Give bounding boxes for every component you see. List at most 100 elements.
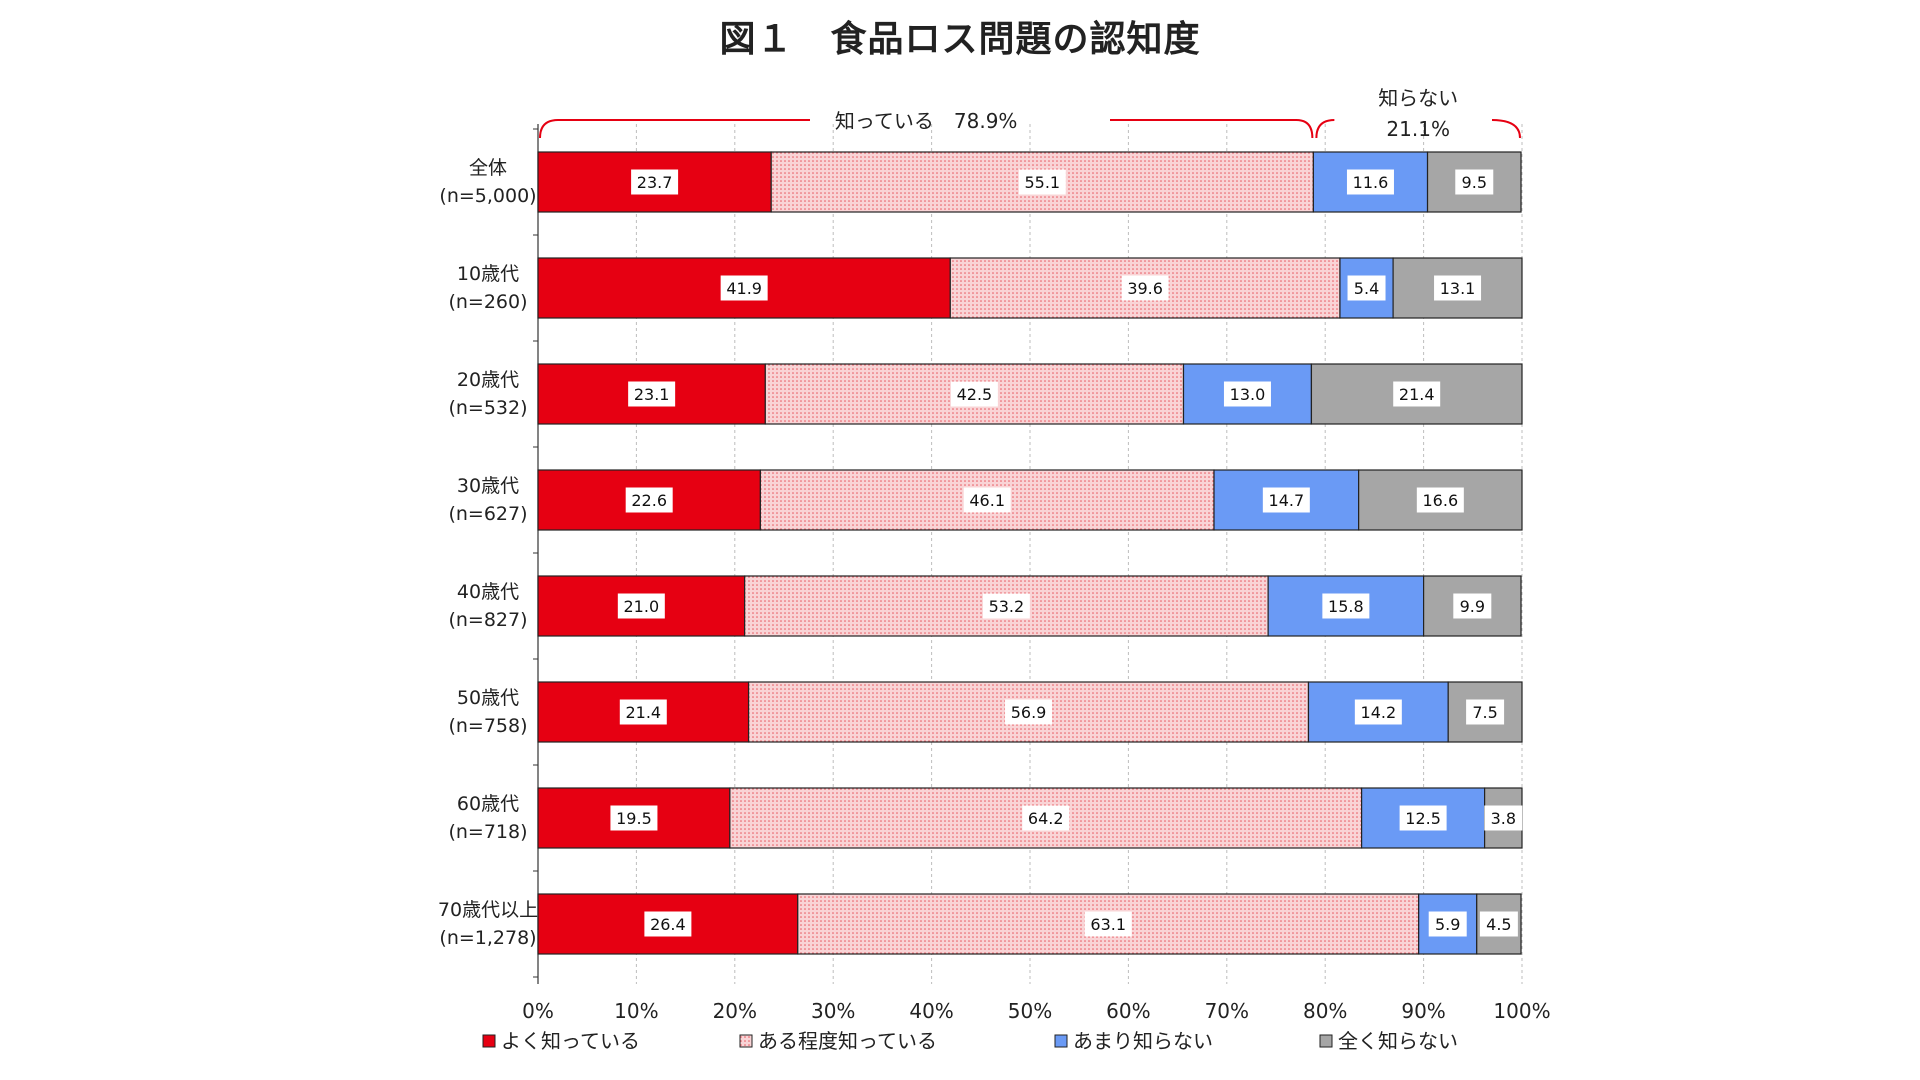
data-label: 26.4 xyxy=(650,915,686,934)
data-label: 15.8 xyxy=(1328,597,1364,616)
data-label: 14.7 xyxy=(1269,491,1305,510)
data-label: 42.5 xyxy=(957,385,993,404)
data-label-box xyxy=(1453,593,1492,619)
bracket-dontknow-left xyxy=(1315,119,1335,139)
data-label-box xyxy=(1479,911,1518,937)
data-label: 11.6 xyxy=(1353,173,1389,192)
data-label: 5.9 xyxy=(1435,915,1460,934)
data-label-box xyxy=(1354,699,1402,725)
data-label-box xyxy=(1018,169,1066,195)
x-tick-label: 20% xyxy=(713,999,757,1023)
data-label-box xyxy=(1455,169,1494,195)
category-n-label: (n=718) xyxy=(448,821,527,843)
data-label-box xyxy=(1084,911,1132,937)
category-label: 30歳代 xyxy=(457,475,519,497)
legend-swatch xyxy=(1054,1034,1068,1048)
data-label: 19.5 xyxy=(616,809,652,828)
data-label: 3.8 xyxy=(1491,809,1516,828)
data-label-box xyxy=(1223,381,1271,407)
data-label: 21.4 xyxy=(625,703,661,722)
annotation-know-label: 知っている 78.9% xyxy=(835,109,1018,133)
data-label: 23.1 xyxy=(634,385,670,404)
category-label: 40歳代 xyxy=(457,581,519,603)
x-tick-label: 40% xyxy=(909,999,953,1023)
data-label-box xyxy=(628,381,676,407)
data-label-box xyxy=(982,593,1030,619)
data-label-box xyxy=(1428,911,1467,937)
legend-label: あまり知らない xyxy=(1073,1029,1213,1053)
data-label: 22.6 xyxy=(631,491,667,510)
category-n-label: (n=627) xyxy=(448,503,527,525)
data-label-box xyxy=(1262,487,1310,513)
data-label-box xyxy=(631,169,679,195)
data-label: 4.5 xyxy=(1486,915,1511,934)
category-label: 20歳代 xyxy=(457,369,519,391)
category-n-label: (n=260) xyxy=(448,291,527,313)
data-label: 63.1 xyxy=(1090,915,1126,934)
data-label-box xyxy=(1022,805,1070,831)
bracket-know-right xyxy=(1110,119,1314,139)
data-label-box xyxy=(1346,169,1394,195)
data-label: 12.5 xyxy=(1405,809,1441,828)
data-label: 56.9 xyxy=(1011,703,1047,722)
data-label: 53.2 xyxy=(989,597,1025,616)
data-label: 13.0 xyxy=(1230,385,1266,404)
data-label-box xyxy=(1005,699,1053,725)
x-tick-label: 100% xyxy=(1493,999,1550,1023)
data-label-box xyxy=(1434,275,1482,301)
category-n-label: (n=5,000) xyxy=(439,185,536,207)
data-label-box xyxy=(625,487,673,513)
data-label-box xyxy=(720,275,768,301)
data-label-box xyxy=(610,805,658,831)
data-label: 14.2 xyxy=(1361,703,1397,722)
bracket-know-left xyxy=(539,119,810,139)
x-tick-label: 50% xyxy=(1008,999,1052,1023)
data-label-box xyxy=(1121,275,1169,301)
data-label-box xyxy=(963,487,1011,513)
category-label: 50歳代 xyxy=(457,687,519,709)
data-label-box xyxy=(1416,487,1464,513)
category-label: 全体 xyxy=(469,157,507,179)
data-label: 9.5 xyxy=(1462,173,1487,192)
data-label-box xyxy=(644,911,692,937)
category-label: 60歳代 xyxy=(457,793,519,815)
data-label: 21.0 xyxy=(624,597,660,616)
bracket-dontknow-right xyxy=(1491,119,1521,139)
data-label: 39.6 xyxy=(1127,279,1163,298)
category-n-label: (n=827) xyxy=(448,609,527,631)
data-label-box xyxy=(1466,699,1505,725)
legend-swatch xyxy=(482,1034,496,1048)
legend-label: 全く知らない xyxy=(1338,1029,1458,1053)
x-tick-label: 60% xyxy=(1106,999,1150,1023)
chart-title: 図１ 食品ロス問題の認知度 xyxy=(719,19,1201,60)
data-label: 64.2 xyxy=(1028,809,1064,828)
data-label: 13.1 xyxy=(1440,279,1476,298)
annotation-dontknow-label: 知らない xyxy=(1378,86,1458,110)
category-n-label: (n=1,278) xyxy=(439,927,536,949)
data-label-box xyxy=(950,381,998,407)
data-label: 23.7 xyxy=(637,173,673,192)
data-label-box xyxy=(1322,593,1370,619)
data-label: 21.4 xyxy=(1399,385,1435,404)
category-label: 70歳代以上 xyxy=(438,899,538,921)
annotation-dontknow-value: 21.1% xyxy=(1386,117,1450,141)
x-tick-label: 90% xyxy=(1401,999,1445,1023)
x-tick-label: 10% xyxy=(614,999,658,1023)
data-label: 46.1 xyxy=(969,491,1005,510)
data-label-box xyxy=(619,699,667,725)
category-label: 10歳代 xyxy=(457,263,519,285)
data-label-box xyxy=(1484,805,1523,831)
legend-label: ある程度知っている xyxy=(758,1029,937,1053)
category-n-label: (n=532) xyxy=(448,397,527,419)
data-label: 5.4 xyxy=(1354,279,1379,298)
data-label: 55.1 xyxy=(1024,173,1060,192)
data-label: 9.9 xyxy=(1460,597,1485,616)
legend-swatch xyxy=(739,1034,753,1048)
data-label-box xyxy=(617,593,665,619)
x-tick-label: 80% xyxy=(1303,999,1347,1023)
data-label-box xyxy=(1347,275,1386,301)
data-label: 7.5 xyxy=(1472,703,1497,722)
x-tick-label: 0% xyxy=(522,999,554,1023)
